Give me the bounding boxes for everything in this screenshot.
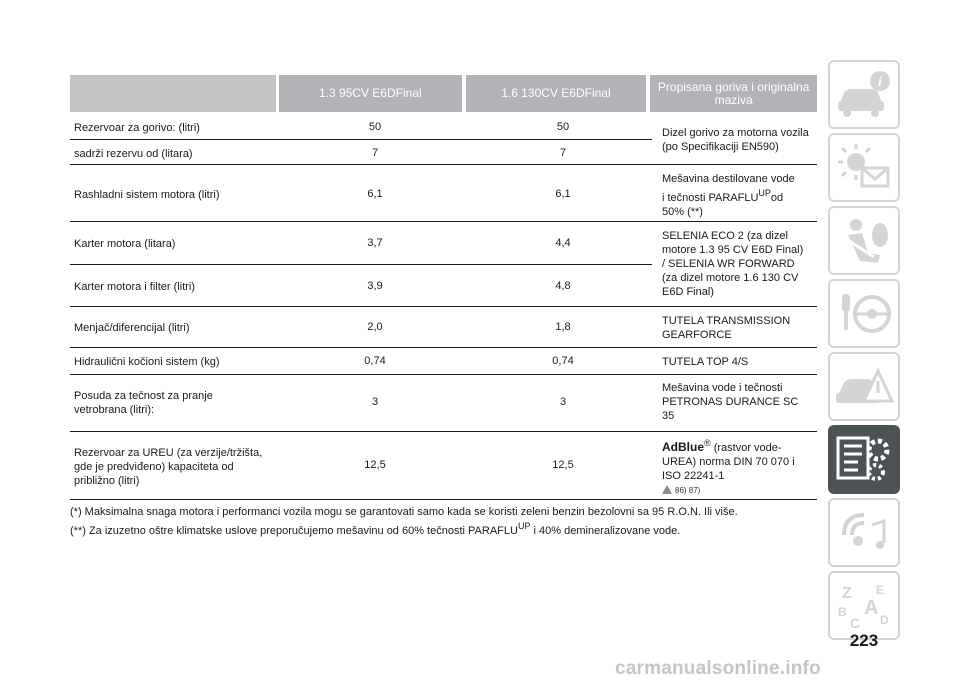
car-info-icon: i: [838, 70, 890, 117]
header-engine-2: 1.6 130CV E6DFinal: [465, 75, 647, 112]
header-fluids: Propisana goriva i originalna maziva: [650, 75, 817, 112]
svg-text:C: C: [850, 615, 860, 631]
note-fuel: Dizel gorivo za motorna vozila (po Speci…: [662, 127, 809, 153]
value-washer-1: 3: [371, 396, 379, 408]
tab-technical-data[interactable]: [828, 425, 900, 494]
divider: [70, 374, 817, 375]
tab-emergency[interactable]: [828, 352, 900, 421]
divider: [70, 139, 652, 140]
emergency-icon: [836, 366, 894, 403]
multimedia-icon: [842, 512, 886, 549]
tab-car-info[interactable]: i: [828, 60, 900, 129]
svg-text:E: E: [876, 583, 884, 597]
row-label-urea: Rezervoar za UREU (za verzije/tržišta, g…: [74, 447, 263, 487]
value-gearbox-2: 1,8: [555, 321, 571, 333]
row-label-gearbox: Menjač/diferencijal (litri): [74, 322, 190, 334]
divider: [70, 431, 817, 432]
row-label-coolant: Rashladni sistem motora (litri): [74, 189, 220, 201]
value-engine-sump-1: 3,7: [367, 237, 383, 249]
value-coolant-2: 6,1: [555, 188, 571, 200]
tab-index[interactable]: Z E A B C D: [828, 571, 900, 640]
value-sump-filter-1: 3,9: [367, 280, 383, 292]
watermark: carmanualsonline.info: [615, 658, 821, 679]
value-gearbox-1: 2,0: [367, 321, 383, 333]
value-urea-2: 12,5: [552, 459, 574, 471]
svg-text:A: A: [864, 597, 878, 619]
note-gearbox: TUTELA TRANSMISSION GEARFORCE: [662, 315, 791, 341]
value-brake-1: 0,74: [364, 355, 386, 367]
row-label-washer: Posuda za tečnost za pranje vetrobrana (…: [74, 390, 213, 416]
footnotes: (*) Maksimalna snaga motora i performanc…: [70, 505, 818, 538]
footnote-1: (*) Maksimalna snaga motora i performanc…: [70, 506, 738, 518]
page-number: 223: [849, 631, 879, 650]
divider: [70, 347, 817, 348]
divider: [70, 221, 817, 222]
row-label-reserve: sadrži rezervu od (litara): [74, 148, 193, 160]
svg-text:Z: Z: [842, 585, 852, 602]
value-washer-2: 3: [559, 396, 567, 408]
value-engine-sump-2: 4,4: [555, 237, 571, 249]
tab-starting-driving[interactable]: [828, 279, 900, 348]
note-engine-oil: SELENIA ECO 2 (za dizel motore 1.3 95 CV…: [662, 230, 804, 298]
row-label-brake: Hidraulični kočioni sistem (kg): [74, 356, 220, 368]
row-label-sump-filter: Karter motora i filter (litri): [74, 281, 196, 293]
row-label-fuel-tank: Rezervoar za gorivo: (litri): [74, 122, 200, 134]
tab-safety[interactable]: [828, 206, 900, 275]
divider: [70, 499, 817, 500]
svg-text:D: D: [880, 613, 889, 627]
header-engine-1: 1.3 95CV E6DFinal: [279, 75, 462, 112]
svg-text:B: B: [838, 605, 847, 619]
key-steering-icon: [842, 293, 891, 333]
value-urea-1: 12,5: [364, 459, 386, 471]
warning-lights-icon: [838, 143, 890, 187]
row-label-engine-sump: Karter motora (litara): [74, 238, 176, 250]
value-reserve-1: 7: [371, 147, 379, 159]
table-header: 1.3 95CV E6DFinal 1.6 130CV E6DFinal Pro…: [276, 75, 817, 112]
tab-warning-lights[interactable]: [828, 133, 900, 202]
footnote-2: (**) Za izuzetno oštre klimatske uslove …: [70, 521, 681, 537]
value-fuel-tank-1: 50: [368, 121, 382, 133]
note-urea: AdBlue® (rastvor vode- UREA) norma DIN 7…: [662, 438, 795, 495]
seat-safety-icon: [845, 218, 888, 263]
value-coolant-1: 6,1: [367, 188, 383, 200]
divider: [70, 306, 817, 307]
divider: [70, 164, 817, 165]
table-header-blank: [70, 75, 276, 112]
svg-text:i: i: [878, 75, 882, 90]
note-washer: Mešavina vode i tečnosti PETRONAS DURANC…: [662, 382, 799, 422]
tab-multimedia[interactable]: [828, 498, 900, 567]
value-fuel-tank-2: 50: [556, 121, 570, 133]
technical-data-icon: [836, 436, 890, 481]
warning-triangle-icon: [662, 485, 672, 494]
note-brake: TUTELA TOP 4/S: [662, 356, 749, 368]
value-brake-2: 0,74: [552, 355, 574, 367]
index-icon: Z E A B C D: [838, 583, 889, 631]
value-sump-filter-2: 4,8: [555, 280, 571, 292]
value-reserve-2: 7: [559, 147, 567, 159]
note-coolant: Mešavina destilovane vode i tečnosti PAR…: [662, 173, 795, 218]
divider: [70, 264, 652, 265]
